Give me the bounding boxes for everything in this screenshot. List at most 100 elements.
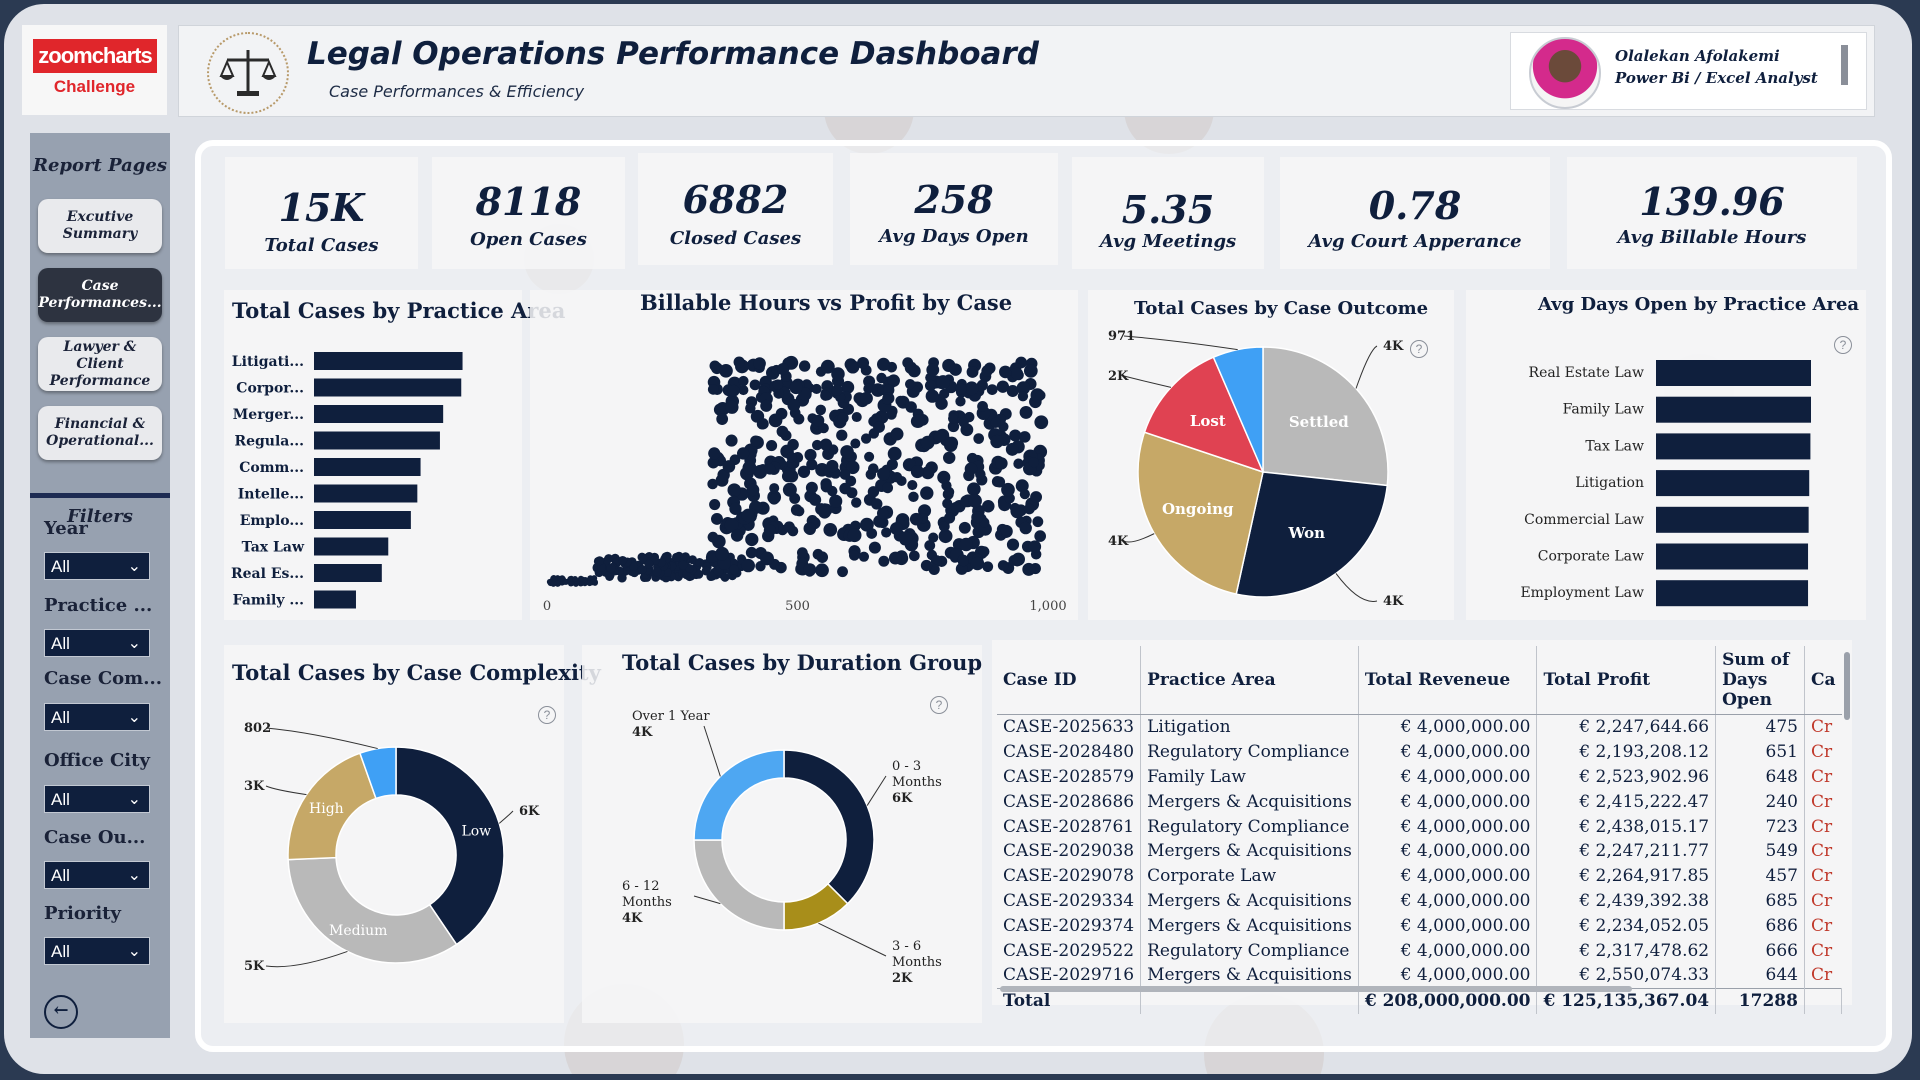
filter-priority-select[interactable]: All ⌄ (44, 937, 150, 965)
kpi-label: Avg Days Open (879, 226, 1029, 247)
x-tick-label: 500 (785, 599, 810, 614)
scatter-point (955, 383, 967, 395)
table-cell: 686 (1715, 913, 1805, 939)
table-row[interactable]: CASE-2029078 Corporate Law € 4,000,000.00 €… (997, 863, 1842, 889)
column-header-case-id[interactable]: Case ID (997, 646, 1142, 715)
column-header-sum-days-open[interactable]: Sum of Days Open (1715, 646, 1805, 715)
scatter-point (851, 411, 862, 423)
scatter-point (733, 356, 745, 368)
scatter-point (882, 482, 894, 494)
scatter-point (738, 375, 749, 387)
scatter-point (933, 430, 946, 443)
nav-lawyer-client-performance[interactable]: Lawyer & Client Performance (38, 337, 162, 391)
scatter-point (815, 563, 829, 578)
filter-complexity-select[interactable]: All ⌄ (44, 703, 150, 731)
table-cell: Cr (1810, 866, 1833, 887)
help-icon[interactable]: ? (1410, 340, 1428, 358)
scatter-point (964, 381, 979, 396)
table-cell: Cr (1810, 890, 1833, 911)
table-row[interactable]: CASE-2028761 Regulatory Compliance € 4,000… (997, 814, 1842, 839)
billable-profit-scatter-chart[interactable]: 0 500 1,000 (530, 320, 1078, 620)
scatter-point (996, 380, 1010, 393)
table-row[interactable]: CASE-2028579 Family Law € 4,000,000.00 € 2,… (997, 764, 1842, 790)
scatter-point (846, 460, 860, 475)
table-cell: 240 (1715, 789, 1805, 815)
case-complexity-donut-chart[interactable]: Low 6K Medium 5K High 3K 802 (224, 700, 564, 1020)
column-header-total-profit[interactable]: Total Profit (1536, 646, 1717, 715)
donut-slice (783, 749, 875, 905)
nav-executive-summary[interactable]: Excutive Summary (38, 199, 162, 253)
case-outcome-pie-chart[interactable]: Settled 4K Won 4K Ongoing 4K Lost 2K 971 (1088, 320, 1454, 620)
tick-label: Corpor... (236, 381, 304, 397)
filter-practice-select[interactable]: All ⌄ (44, 629, 150, 657)
scatter-point (924, 540, 936, 551)
table-cell: 651 (1715, 739, 1805, 765)
slice-label: Won (1288, 524, 1326, 542)
table-horizontal-scrollbar[interactable] (1000, 986, 1632, 992)
scatter-point (971, 511, 984, 524)
filter-office-city-select[interactable]: All ⌄ (44, 785, 150, 813)
scatter-point (860, 433, 872, 444)
tick-label: Regula... (234, 434, 304, 450)
scatter-point (977, 400, 988, 412)
scatter-point (1030, 491, 1043, 503)
scatter-point (760, 399, 773, 412)
table-row[interactable]: CASE-2029038 Mergers & Acquisitions € 4,00… (997, 838, 1842, 864)
table-row[interactable]: CASE-2028480 Regulatory Compliance € 4,000… (997, 739, 1842, 765)
help-icon[interactable]: ? (1834, 336, 1852, 354)
filter-office-city-value: All (51, 790, 70, 809)
scatter-point (942, 498, 953, 509)
table-cell: € 4,000,000.00 (1358, 739, 1538, 765)
table-cell: CASE-2029374 (997, 913, 1142, 939)
avg-days-open-bar-chart: Real Estate Law Family Law Tax Law Litigati… (1520, 360, 1811, 607)
scatter-point (729, 564, 740, 575)
nav-case-performances[interactable]: Case Performances... (38, 268, 162, 322)
leader-line (1355, 345, 1378, 389)
table-vertical-scrollbar[interactable] (1844, 652, 1850, 720)
table-row[interactable]: CASE-2028686 Mergers & Acquisitions € 4,00… (997, 789, 1842, 815)
scrollbar[interactable] (1841, 45, 1848, 85)
scatter-point (997, 560, 1009, 571)
scatter-point (966, 452, 978, 464)
scatter-point (849, 550, 860, 561)
filter-year-select[interactable]: All ⌄ (44, 552, 150, 580)
value-label: 4K (622, 911, 643, 926)
scatter-point (959, 537, 973, 552)
back-arrow-icon[interactable]: ← (44, 995, 78, 1029)
table-row[interactable]: CASE-2029716 Mergers & Acquisitions € 4,00… (997, 962, 1842, 989)
nav-financial-operational[interactable]: Financial & Operational... (38, 406, 162, 460)
column-header-practice-area[interactable]: Practice Area (1140, 646, 1359, 715)
scatter-point (909, 512, 923, 526)
tick-label: Tax Law (242, 540, 305, 556)
value-label: 2K (892, 971, 913, 986)
scatter-point (910, 465, 924, 479)
slice-label: 3 - 6 (892, 939, 921, 954)
scatter-point (763, 524, 776, 537)
table-cell: CASE-2028686 (997, 789, 1142, 815)
scatter-point (694, 569, 704, 579)
table-row[interactable]: CASE-2029374 Mergers & Acquisitions € 4,00… (997, 913, 1842, 939)
help-icon[interactable]: ? (930, 696, 948, 714)
column-header-total-revenue[interactable]: Total Reveneue (1358, 646, 1538, 715)
scatter-point (766, 440, 778, 452)
bar (314, 431, 440, 450)
scatter-point (657, 558, 667, 568)
table-row[interactable]: CASE-2025633 Litigation € 4,000,000.00 € 2,… (997, 714, 1842, 740)
tick-label: Real Es... (231, 566, 304, 582)
column-header-ca[interactable]: Ca (1804, 646, 1842, 715)
table-row[interactable]: CASE-2029334 Mergers & Acquisitions € 4,00… (997, 888, 1842, 914)
bar (314, 564, 382, 582)
scatter-point (886, 409, 897, 420)
help-icon[interactable]: ? (538, 706, 556, 724)
filter-outcome-select[interactable]: All ⌄ (44, 861, 150, 889)
scatter-point (729, 502, 742, 515)
scatter-point (707, 384, 719, 395)
scatter-point (557, 576, 564, 583)
table-total-cell: € 125,135,367.04 (1536, 987, 1717, 1014)
scatter-point (937, 470, 951, 484)
table-row[interactable]: CASE-2029522 Regulatory Compliance € 4,000… (997, 938, 1842, 963)
bar (314, 378, 462, 397)
scatter-point (708, 447, 721, 460)
kpi-avg-meetings: 5.35 Avg Meetings (1072, 157, 1264, 269)
